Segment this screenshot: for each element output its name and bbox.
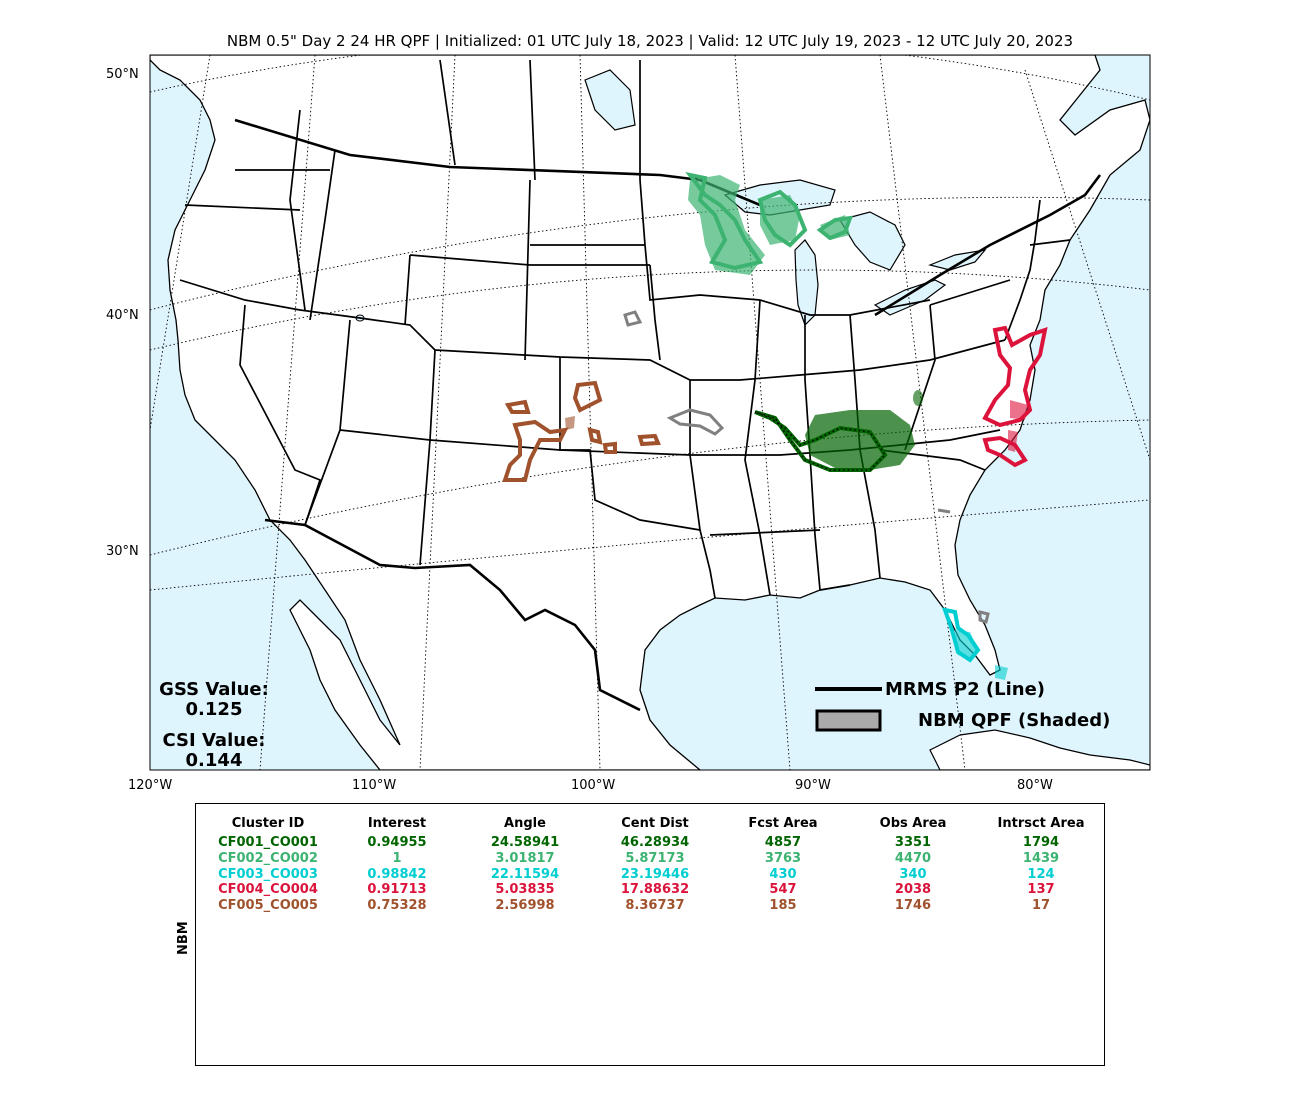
table-row: CF005_CO005 0.75328 2.56998 8.36737 185 1746 1… [196,898,1104,914]
table-cell: 0.91713 [367,882,427,898]
table-cell: 1794 [1022,835,1060,850]
table-cell: CF001_CO001 [218,835,318,850]
table-header-cell: Cent Dist [621,816,689,831]
cluster-1-shaded [805,410,915,470]
table-cell: CF005_CO005 [218,898,318,914]
legend-shaded-label: NBM QPF (Shaded) [918,710,1111,731]
unmatched-objects [623,310,990,624]
cluster-2 [685,172,853,275]
table-cell: 0.98842 [367,866,427,882]
table-row: CF004_CO004 0.91713 5.03835 17.88632 547 2038… [196,882,1104,898]
table-cell: 23.19446 [620,866,690,882]
map-title: NBM 0.5" Day 2 24 HR QPF | Initialized: … [226,32,1074,50]
cluster-4 [982,325,1048,468]
cuba [929,729,1150,770]
lon-label-80: 80°W [1017,778,1053,793]
table-cell: 2038 [894,882,932,898]
table-cell: 340 [899,866,927,882]
cluster-4-obs-line [982,325,1048,428]
map-frame [149,54,1151,771]
table-cell: 137 [1027,882,1055,898]
table-header-row: Cluster ID Interest Angle Cent Dist Fcst Are… [196,816,1104,832]
table-cell: 3763 [764,850,802,866]
qpf-map [149,54,1151,771]
table-header-cell: Obs Area [879,816,947,831]
model-side-label: NBM [176,921,191,955]
table-cell: CF004_CO004 [218,882,318,898]
table-cell: 3351 [894,835,932,850]
table-cell: 5.87173 [625,850,685,866]
table-cell: 547 [769,882,797,898]
legend-line-label: MRMS P2 (Line) [885,679,1046,700]
cluster-1-obs-line [754,410,888,472]
table-row: CF001_CO001 0.94955 24.58941 46.28934 4857 33… [196,835,1104,851]
cluster-5-obs-line [504,399,531,414]
cluster-2-shaded [688,175,765,275]
cluster-5-shaded [565,416,575,430]
table-cell: CF002_CO002 [218,850,318,866]
table-cell: 0.94955 [367,835,427,850]
legend-shaded-swatch [815,709,882,732]
table-cell: 185 [769,898,797,914]
table-cell: 24.58941 [490,835,560,850]
table-header-cell: Interest [367,816,427,831]
table-cell: 124 [1027,866,1055,882]
gss-value: 0.125 [185,699,243,720]
table-cell: 0.75328 [367,898,427,914]
table-row: CF002_CO002 1 3.01817 5.87173 3763 4470 1439 [196,851,1104,867]
table-cell: 8.36737 [625,898,685,914]
cluster-1 [754,390,923,472]
cluster-3 [941,607,1008,680]
table-cell: 5.03835 [495,882,555,898]
graticule [150,55,1150,770]
table-cell: 17 [1031,898,1051,914]
table-cell: 1 [392,850,402,866]
table-cell: 46.28934 [620,835,690,850]
lon-label-120: 120°W [128,778,173,793]
state-borders [179,59,1071,599]
lat-label-50: 50°N [106,67,139,82]
table-header-cell: Cluster ID [231,816,305,831]
lon-label-110: 110°W [352,778,397,793]
cluster-5 [502,380,661,482]
table-header-cell: Intrsct Area [997,816,1085,831]
table-cell: 4857 [764,835,802,850]
table-cell: CF003_CO003 [218,866,318,882]
csi-value: 0.144 [185,750,243,771]
lat-label-30: 30°N [106,544,139,559]
table-cell: 430 [769,866,797,882]
cluster-3-obs-line [941,607,981,663]
lon-label-90: 90°W [795,778,831,793]
table-header-cell: Angle [504,816,546,831]
table-cell: 22.11594 [490,866,560,882]
csi-label: CSI Value: [162,730,266,751]
gss-label: GSS Value: [159,679,269,700]
cluster-2-obs-line [685,172,764,271]
table-cell: 4470 [894,850,932,866]
table-cell: 3.01817 [495,850,555,866]
lon-label-100: 100°W [571,778,616,793]
lat-label-40: 40°N [106,308,139,323]
table-cell: 17.88632 [620,882,690,898]
table-cell: 2.56998 [495,898,555,914]
table-header-cell: Fcst Area [748,816,818,831]
table-row: CF003_CO003 0.98842 22.11594 23.19446 430 340… [196,867,1104,883]
cluster-stats-table: Cluster ID Interest Angle Cent Dist Fcst Are… [195,803,1105,1066]
table-cell: 1439 [1022,850,1060,866]
table-cell: 1746 [894,898,932,914]
